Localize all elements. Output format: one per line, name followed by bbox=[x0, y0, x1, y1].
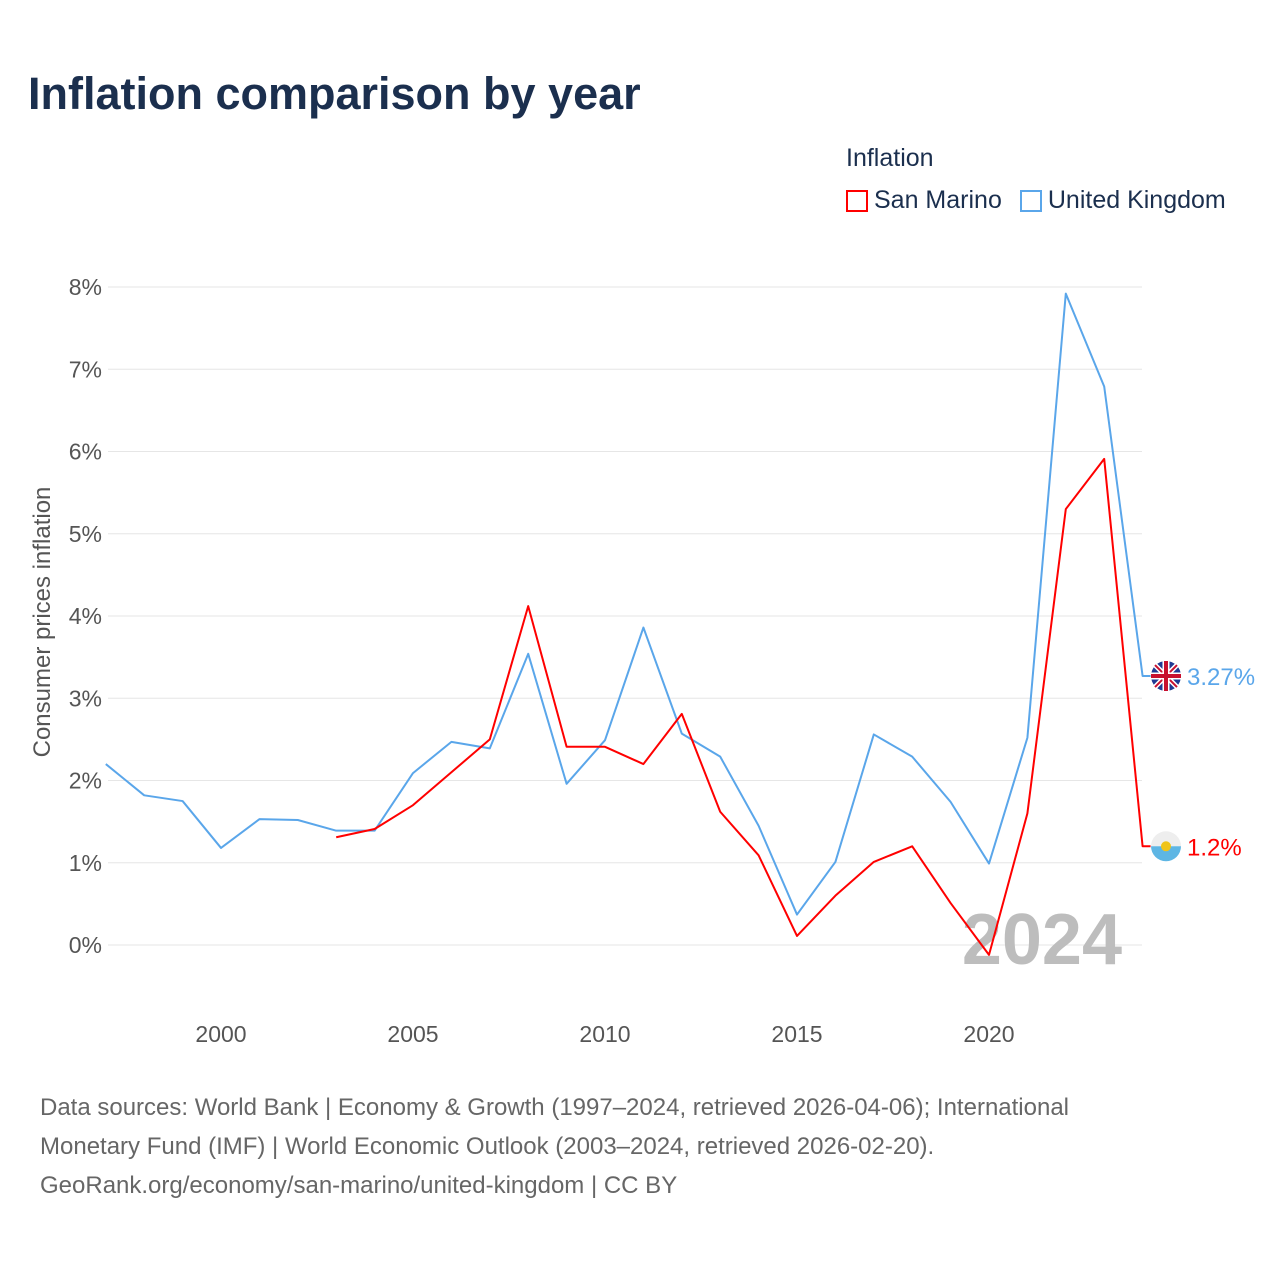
legend-item-san-marino[interactable]: San Marino bbox=[846, 186, 1002, 215]
y-tick-label: 4% bbox=[69, 603, 102, 629]
legend: San Marino United Kingdom bbox=[846, 186, 1226, 215]
series-line-united-kingdom bbox=[105, 292, 1151, 916]
end-value-label: 3.27% bbox=[1187, 664, 1255, 691]
legend-title: Inflation bbox=[846, 144, 934, 172]
san-marino-flag-icon bbox=[1151, 831, 1181, 847]
y-tick-label: 8% bbox=[69, 274, 102, 300]
footer-line: Monetary Fund (IMF) | World Economic Out… bbox=[40, 1133, 935, 1160]
x-tick-label: 2015 bbox=[771, 1021, 822, 1047]
series-line-san-marino bbox=[335, 457, 1151, 956]
y-tick-label: 3% bbox=[69, 685, 102, 711]
year-watermark: 2024 bbox=[962, 900, 1122, 980]
legend-item-united-kingdom[interactable]: United Kingdom bbox=[1019, 186, 1226, 215]
x-tick-label: 2000 bbox=[195, 1021, 246, 1047]
chart-title: Inflation comparison by year bbox=[28, 68, 641, 119]
legend-label: United Kingdom bbox=[1047, 186, 1226, 214]
legend-swatch-san-marino bbox=[846, 189, 868, 212]
y-tick-label: 5% bbox=[69, 521, 102, 547]
legend-label: San Marino bbox=[874, 186, 1002, 214]
san-marino-flag-blue bbox=[1151, 846, 1181, 862]
x-tick-label: 2020 bbox=[963, 1021, 1014, 1047]
footer-line: GeoRank.org/economy/san-marino/united-ki… bbox=[40, 1172, 678, 1199]
y-axis-label: Consumer prices inflation bbox=[29, 487, 56, 758]
y-tick-label: 0% bbox=[69, 932, 102, 958]
uk-flag-cross-red bbox=[1151, 661, 1181, 692]
san-marino-flag-emblem bbox=[1161, 841, 1171, 852]
footer-sources: Data sources: World Bank | Economy & Gro… bbox=[40, 1088, 1069, 1205]
end-value-label: 1.2% bbox=[1187, 834, 1242, 861]
y-tick-label: 6% bbox=[69, 439, 102, 465]
y-tick-label: 7% bbox=[69, 356, 102, 382]
x-tick-label: 2005 bbox=[387, 1021, 438, 1047]
y-tick-label: 1% bbox=[69, 850, 102, 876]
footer-line: Data sources: World Bank | Economy & Gro… bbox=[40, 1094, 1070, 1121]
x-tick-label: 2010 bbox=[579, 1021, 630, 1047]
y-tick-label: 2% bbox=[69, 768, 102, 794]
legend-swatch-united-kingdom bbox=[1019, 189, 1042, 212]
